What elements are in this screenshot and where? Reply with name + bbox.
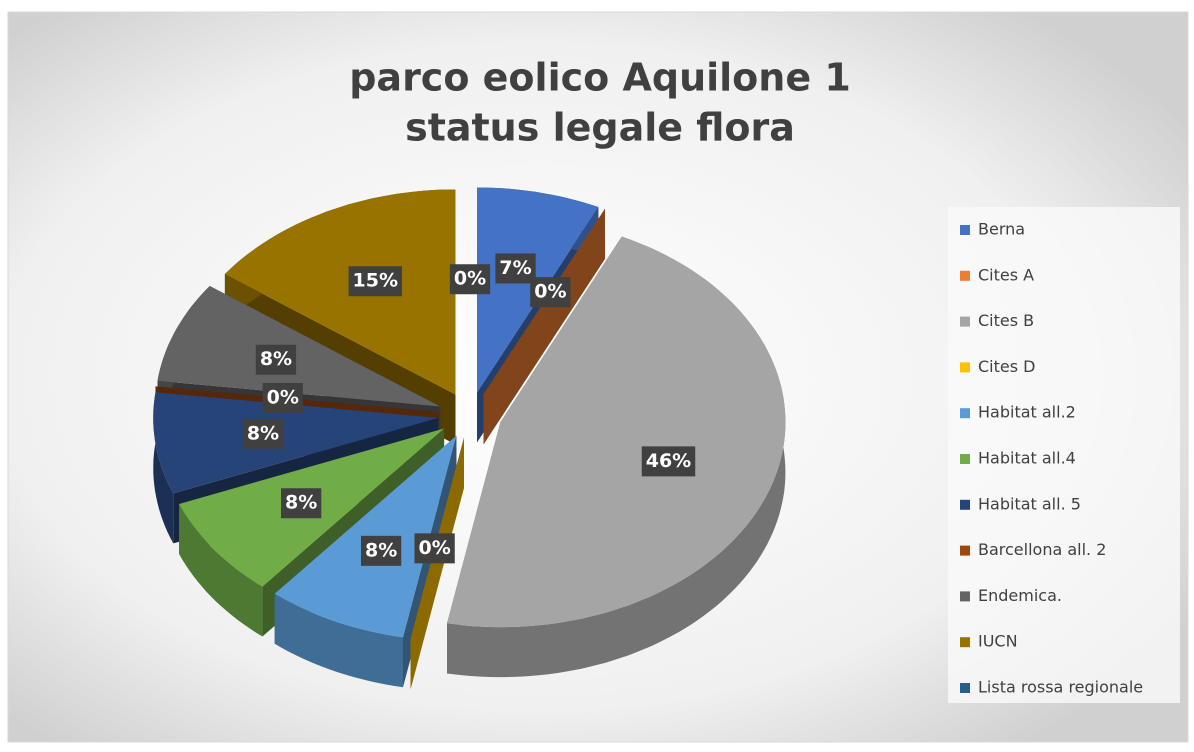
legend-swatch [960,683,970,693]
slice-wall [447,236,786,678]
data-label-box [495,253,536,284]
chart-title: parco eolico Aquilone 1 [349,56,851,100]
legend-label: Habitat all.2 [978,403,1076,422]
legend-label: Barcellona all. 2 [978,540,1106,559]
data-label: 46% [646,450,691,472]
legend-label: Berna [978,220,1025,239]
legend-swatch [960,316,970,327]
data-label-box [242,418,284,449]
slice-wall [274,593,403,688]
legend-swatch [960,362,970,373]
slice [410,437,464,639]
data-label-box [262,382,303,413]
chart-subtitle: status legale flora [405,106,795,150]
legend-swatch [960,454,970,464]
legend-swatch [960,637,970,648]
data-label-box [449,264,491,295]
data-label: 7% [499,257,531,279]
slice [447,236,786,628]
data-label: 8% [247,422,279,444]
data-label-box [348,266,402,297]
data-label: 0% [534,281,566,303]
data-label-box [255,344,297,375]
legend-swatch [960,499,970,510]
data-label: 0% [267,386,299,408]
legend-swatch [960,591,970,602]
data-label: 0% [454,268,486,290]
legend-label: Cites A [978,265,1034,284]
legend-box [948,207,1180,703]
legend-label: Cites D [978,357,1035,376]
data-label: 8% [285,492,317,514]
legend-swatch [960,225,970,235]
data-label: 0% [418,537,450,559]
legend-swatch [960,545,970,556]
slice [157,286,441,407]
legend-label: IUCN [978,632,1018,651]
slice-wall [153,392,174,544]
data-label: 15% [353,270,398,292]
slice [224,189,456,395]
legend-label: Habitat all.4 [978,449,1076,468]
data-label-box [641,446,696,477]
legend-label: Habitat all. 5 [978,494,1081,513]
data-label: 8% [365,539,397,561]
slice-wall [179,504,263,637]
legend-label: Lista rossa regionale [978,678,1143,697]
data-label: 8% [260,348,292,370]
legend-label: Endemica. [978,586,1062,605]
data-label-box [361,535,402,566]
data-label-box [414,533,455,564]
data-label-box [281,488,322,519]
slice [153,392,439,494]
legend-swatch [960,408,970,419]
slice-side [483,208,605,445]
data-label-box [530,277,571,308]
legend-swatch [960,270,970,281]
legend-label: Cites B [978,311,1034,330]
